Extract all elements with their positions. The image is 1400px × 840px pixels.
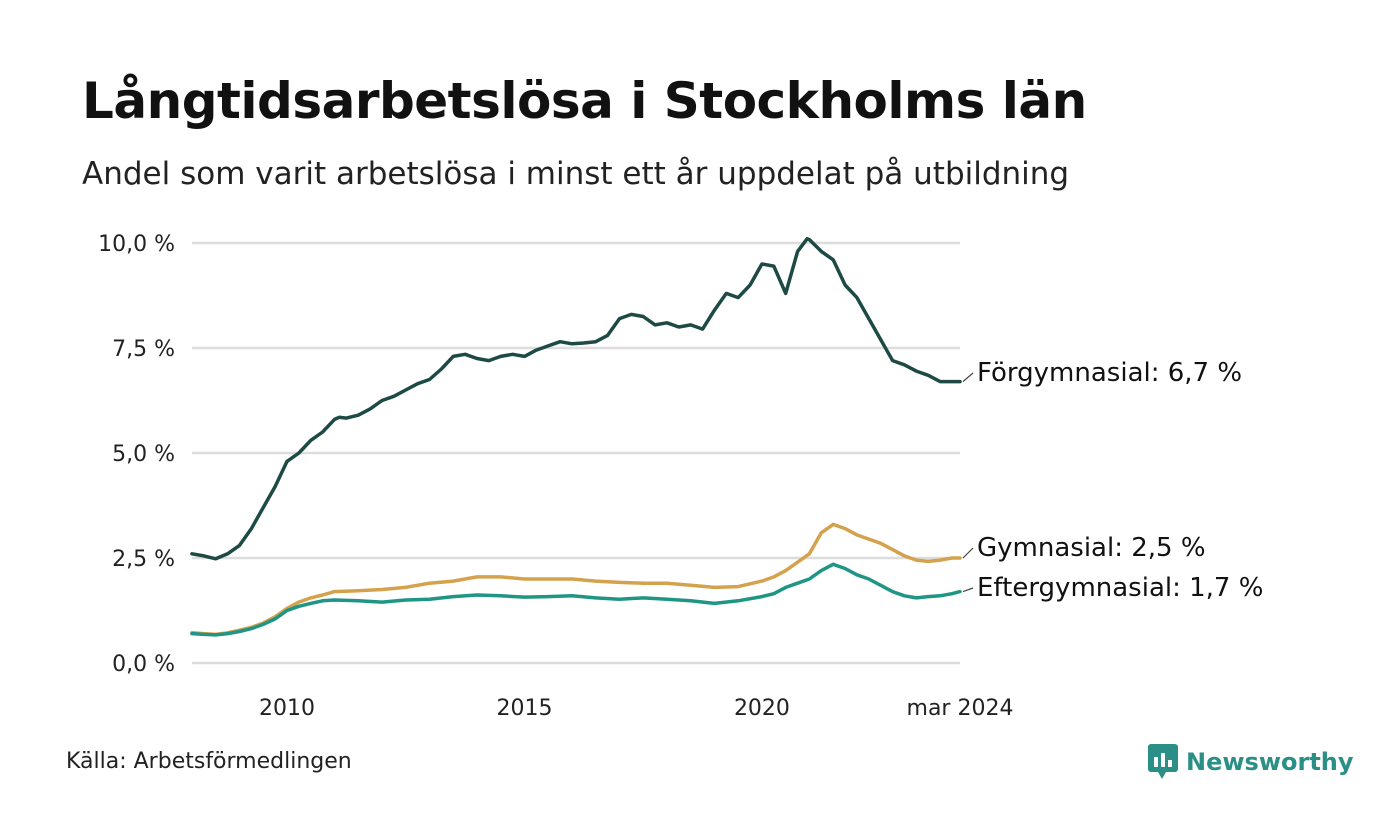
- y-tick-label: 10,0 %: [98, 232, 175, 257]
- y-tick-label: 5,0 %: [112, 442, 175, 467]
- bar-chart-speech-bubble-icon: [1148, 744, 1178, 779]
- y-tick-label: 0,0 %: [112, 652, 175, 677]
- label-leader: [962, 547, 974, 559]
- x-tick-label: 2010: [259, 696, 315, 721]
- y-tick-label: 2,5 %: [112, 547, 175, 572]
- y-tick-label: 7,5 %: [112, 337, 175, 362]
- series-end-label: Gymnasial: 2,5 %: [977, 533, 1206, 563]
- brand-logo: Newsworthy: [1148, 744, 1354, 780]
- series-line: [190, 237, 962, 561]
- series-line: [190, 562, 962, 637]
- x-tick-label: mar 2024: [907, 696, 1014, 721]
- series-line: [190, 522, 962, 637]
- label-leader: [962, 372, 974, 383]
- brand-name: Newsworthy: [1186, 748, 1354, 776]
- label-leader: [962, 587, 974, 593]
- source-note: Källa: Arbetsförmedlingen: [66, 749, 352, 774]
- page-subtitle: Andel som varit arbetslösa i minst ett å…: [82, 156, 1070, 192]
- x-tick-label: 2020: [734, 696, 790, 721]
- x-tick-label: 2015: [496, 696, 552, 721]
- series-end-label: Eftergymnasial: 1,7 %: [977, 573, 1263, 603]
- page-title: Långtidsarbetslösa i Stockholms län: [82, 72, 1087, 130]
- series-end-label: Förgymnasial: 6,7 %: [977, 358, 1242, 388]
